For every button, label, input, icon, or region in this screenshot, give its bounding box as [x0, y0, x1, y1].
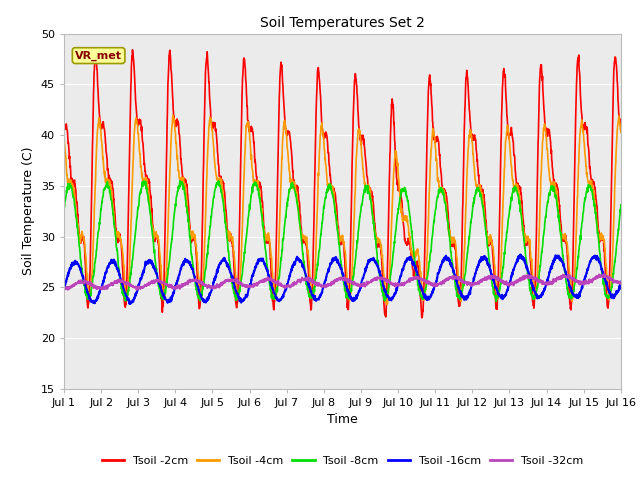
Tsoil -4cm: [316, 132, 324, 138]
Tsoil -4cm: [331, 203, 339, 209]
Tsoil -4cm: [383, 301, 391, 307]
Tsoil -2cm: [129, 47, 136, 53]
Line: Tsoil -2cm: Tsoil -2cm: [64, 50, 621, 318]
Tsoil -4cm: [60, 134, 68, 140]
Line: Tsoil -32cm: Tsoil -32cm: [64, 274, 621, 290]
Line: Tsoil -8cm: Tsoil -8cm: [64, 181, 621, 301]
Tsoil -16cm: [499, 296, 506, 302]
Tsoil -8cm: [499, 264, 507, 270]
Y-axis label: Soil Temperature (C): Soil Temperature (C): [22, 147, 35, 276]
Title: Soil Temperatures Set 2: Soil Temperatures Set 2: [260, 16, 425, 30]
Tsoil -16cm: [617, 279, 625, 285]
Tsoil -2cm: [601, 262, 609, 267]
Tsoil -8cm: [492, 299, 500, 304]
Legend: Tsoil -2cm, Tsoil -4cm, Tsoil -8cm, Tsoil -16cm, Tsoil -32cm: Tsoil -2cm, Tsoil -4cm, Tsoil -8cm, Tsoi…: [97, 451, 588, 470]
Tsoil -8cm: [331, 210, 339, 216]
Tsoil -4cm: [602, 251, 609, 256]
Tsoil -8cm: [602, 290, 609, 296]
Tsoil -32cm: [601, 272, 609, 278]
Tsoil -32cm: [617, 281, 625, 287]
Tsoil -32cm: [60, 286, 68, 292]
Tsoil -16cm: [316, 292, 324, 298]
Tsoil -16cm: [601, 276, 609, 281]
Tsoil -8cm: [601, 291, 609, 297]
Tsoil -32cm: [133, 287, 141, 293]
Tsoil -2cm: [88, 146, 96, 152]
Tsoil -32cm: [499, 279, 506, 285]
Tsoil -2cm: [331, 193, 339, 199]
Tsoil -16cm: [516, 252, 524, 257]
Tsoil -16cm: [60, 287, 68, 292]
Tsoil -4cm: [601, 246, 609, 252]
Tsoil -16cm: [602, 277, 609, 283]
Tsoil -8cm: [316, 237, 324, 242]
Tsoil -2cm: [316, 90, 324, 96]
Tsoil -4cm: [617, 129, 625, 135]
Tsoil -32cm: [88, 282, 96, 288]
Tsoil -4cm: [499, 200, 507, 205]
Text: VR_met: VR_met: [75, 50, 122, 61]
Tsoil -32cm: [316, 282, 324, 288]
Tsoil -2cm: [499, 73, 507, 79]
Tsoil -32cm: [331, 277, 339, 283]
Tsoil -8cm: [215, 178, 223, 184]
Tsoil -2cm: [418, 315, 426, 321]
Line: Tsoil -16cm: Tsoil -16cm: [64, 254, 621, 304]
X-axis label: Time: Time: [327, 413, 358, 426]
Tsoil -2cm: [617, 123, 625, 129]
Tsoil -16cm: [88, 299, 96, 304]
Tsoil -16cm: [331, 256, 339, 262]
Tsoil -32cm: [600, 271, 608, 277]
Tsoil -4cm: [170, 112, 177, 118]
Line: Tsoil -4cm: Tsoil -4cm: [64, 115, 621, 304]
Tsoil -2cm: [60, 122, 68, 128]
Tsoil -8cm: [617, 202, 625, 208]
Tsoil -4cm: [88, 263, 96, 269]
Tsoil -2cm: [602, 264, 609, 270]
Tsoil -8cm: [88, 280, 96, 286]
Tsoil -16cm: [126, 301, 134, 307]
Tsoil -8cm: [60, 205, 68, 211]
Tsoil -32cm: [602, 274, 609, 280]
